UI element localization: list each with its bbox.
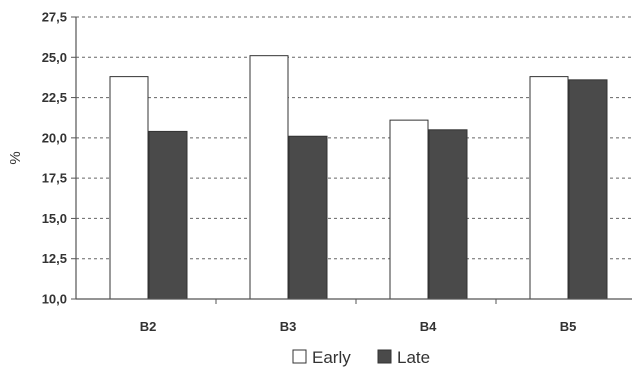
y-tick-label: 10,0	[42, 292, 67, 307]
y-tick-label: 27,5	[42, 10, 67, 25]
bar-late-b3	[288, 135, 328, 300]
y-tick-label: 17,5	[42, 171, 67, 186]
bar-early-b3	[249, 55, 289, 300]
y-tick-label: 20,0	[42, 130, 67, 145]
bar-late-b5	[568, 79, 608, 300]
bars	[109, 55, 608, 300]
legend: Early Late	[292, 348, 430, 367]
x-tick-label: B2	[140, 319, 157, 334]
bar-late-b2	[148, 130, 188, 300]
x-tick-label: B5	[560, 319, 577, 334]
y-tick-label: 12,5	[42, 251, 67, 266]
x-tick-labels: B2 B3 B4 B5	[140, 319, 577, 334]
y-tick-label: 25,0	[42, 50, 67, 65]
axes	[75, 17, 632, 300]
legend-label-late: Late	[397, 348, 430, 367]
x-tick-label: B3	[280, 319, 297, 334]
y-axis-label: %	[7, 151, 24, 164]
legend-swatch-early	[292, 349, 307, 364]
bar-early-b5	[529, 76, 569, 300]
bar-early-b2	[109, 76, 149, 300]
y-tick-labels: 10,0 12,5 15,0 17,5 20,0 22,5 25,0 27,5	[42, 10, 67, 307]
legend-label-early: Early	[312, 348, 351, 367]
y-tick-label: 22,5	[42, 90, 67, 105]
bar-early-b4	[389, 119, 429, 300]
legend-swatch-late	[377, 349, 392, 364]
x-tick-label: B4	[420, 319, 437, 334]
bar-late-b4	[428, 129, 468, 300]
y-tick-label: 15,0	[42, 211, 67, 226]
